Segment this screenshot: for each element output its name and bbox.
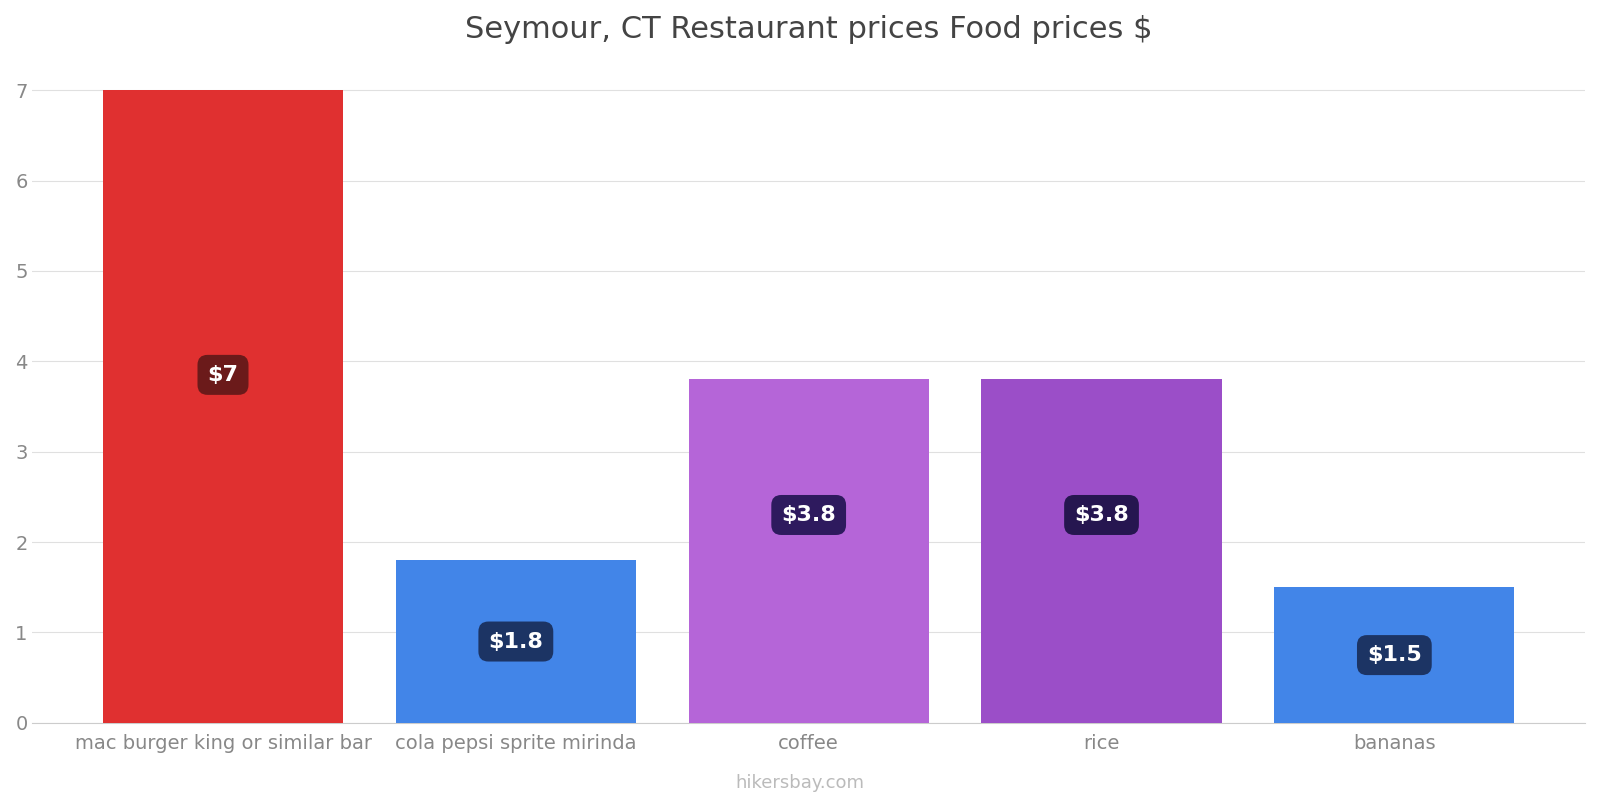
- Text: $1.8: $1.8: [488, 631, 544, 651]
- Text: hikersbay.com: hikersbay.com: [736, 774, 864, 792]
- Bar: [395, 560, 635, 723]
- Title: Seymour, CT Restaurant prices Food prices $: Seymour, CT Restaurant prices Food price…: [466, 15, 1152, 44]
- Bar: [688, 379, 928, 723]
- Bar: [981, 379, 1221, 723]
- Bar: [1274, 587, 1515, 723]
- Text: $3.8: $3.8: [781, 505, 837, 525]
- Text: $3.8: $3.8: [1074, 505, 1130, 525]
- Text: $1.5: $1.5: [1366, 645, 1422, 665]
- Text: $7: $7: [208, 365, 238, 385]
- Bar: [102, 90, 342, 723]
